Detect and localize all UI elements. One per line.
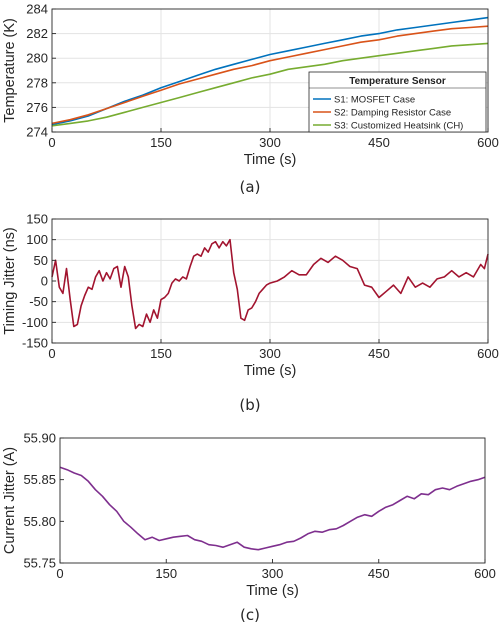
y-tick-label: 278 (26, 75, 48, 90)
x-tick-label: 0 (48, 346, 55, 361)
legend-title: Temperature Sensor (349, 76, 446, 87)
x-tick-label: 600 (477, 135, 499, 150)
plot-frame-c (59, 437, 486, 564)
y-tick-label: -50 (29, 294, 48, 309)
series-line-b-1 (51, 238, 489, 330)
x-tick-label: 150 (150, 135, 172, 150)
series-line-a-3 (51, 42, 489, 127)
series-line-a-2 (51, 25, 489, 125)
y-tick-label: -100 (22, 315, 48, 330)
series-line-a-1 (51, 16, 489, 126)
y-tick-label: 55.90 (23, 431, 56, 446)
y-tick-label: 55.80 (23, 514, 56, 529)
x-tick-label: 150 (150, 346, 172, 361)
y-tick-label: 150 (26, 212, 48, 227)
x-axis-label-a: Time (s) (244, 152, 297, 168)
legend-entry-2: S2: Damping Resistor Case (334, 108, 451, 119)
y-axis-label-c: Current Jitter (A) (2, 447, 18, 554)
x-axis-label-c: Time (s) (246, 583, 299, 599)
y-tick-label: 284 (26, 2, 48, 17)
series-line-c-1 (59, 466, 486, 551)
chart-a: 0 150 300 450 600 274 276 278 280 282 284 Time (s) T… (2, 2, 499, 197)
y-tick-label: 100 (26, 232, 48, 247)
x-tick-label: 600 (477, 346, 499, 361)
x-tick-label: 300 (259, 135, 281, 150)
x-tick-label: 0 (48, 135, 55, 150)
x-tick-label: 600 (474, 566, 496, 581)
y-tick-label: -150 (22, 336, 48, 351)
legend-entry-3: S3: Customized Heatsink (CH) (334, 121, 463, 132)
legend-entry-1: S1: MOSFET Case (334, 95, 415, 106)
y-tick-label: 280 (26, 51, 48, 66)
y-tick-label: 55.75 (23, 556, 56, 571)
legend-box (308, 71, 487, 133)
x-tick-label: 150 (155, 566, 177, 581)
x-axis-label-b: Time (s) (244, 363, 297, 379)
y-tick-label: 55.85 (23, 472, 56, 487)
chart-c: 0 150 300 450 600 55.75 55.80 55.85 55.90 Time (s… (2, 431, 496, 625)
y-axis-label-a: Temperature (K) (2, 18, 18, 123)
x-tick-label: 0 (56, 566, 63, 581)
caption-a: (a) (240, 178, 261, 196)
y-tick-label: 282 (26, 26, 48, 41)
y-tick-label: 50 (34, 253, 48, 268)
y-axis-label-b: Timing Jitter (ns) (2, 227, 18, 334)
x-tick-label: 450 (368, 346, 390, 361)
x-tick-label: 300 (262, 566, 284, 581)
x-tick-label: 300 (259, 346, 281, 361)
legend: Temperature Sensor S1: MOSFET Case S2: Dam… (308, 71, 487, 133)
y-tick-label: 276 (26, 100, 48, 115)
x-tick-label: 450 (368, 135, 390, 150)
y-tick-label: 274 (26, 125, 48, 140)
y-tick-label: 0 (41, 274, 48, 289)
chart-b: 0 150 300 450 600 -150 -100 -50 0 50 100 150 Time (s… (2, 212, 499, 415)
caption-c: (c) (240, 606, 260, 624)
x-tick-label: 450 (368, 566, 390, 581)
caption-b: (b) (239, 396, 260, 414)
